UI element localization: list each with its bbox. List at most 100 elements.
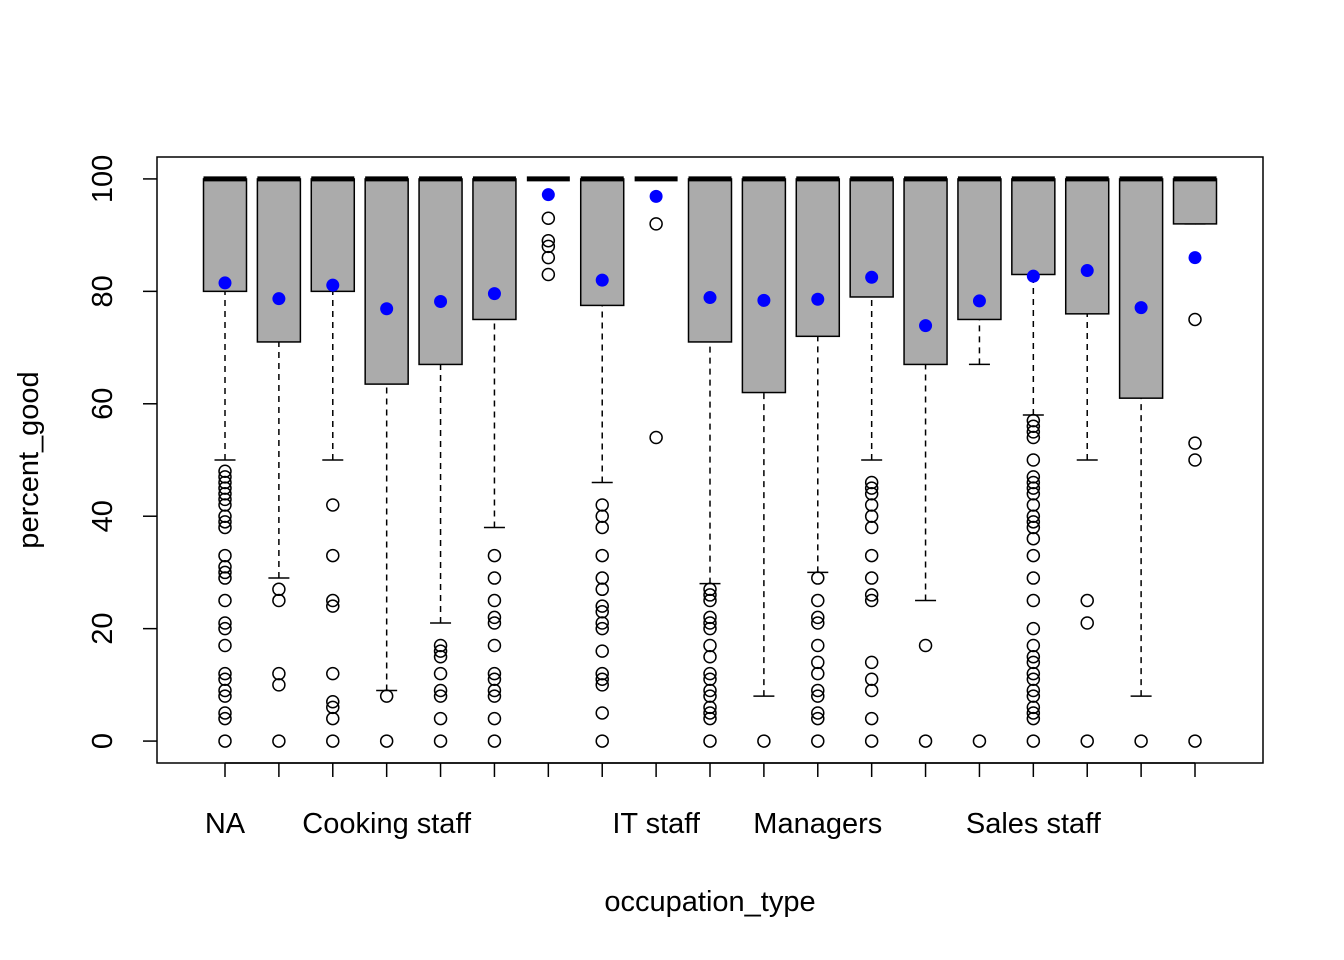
outlier: [811, 666, 825, 681]
outlier: [595, 582, 609, 597]
outlier: [272, 593, 286, 608]
outlier: [326, 734, 340, 748]
outlier: [218, 515, 232, 529]
outlier: [1026, 638, 1041, 653]
outlier: [811, 734, 825, 748]
y-tick-label: 40: [87, 500, 119, 532]
x-tick-label: Managers: [753, 808, 882, 840]
outlier: [218, 509, 232, 523]
outlier: [864, 481, 879, 495]
outlier: [487, 571, 502, 585]
outlier: [541, 239, 556, 254]
outlier: [703, 588, 717, 602]
outlier: [218, 492, 232, 507]
outlier: [218, 560, 232, 574]
outlier: [1188, 734, 1202, 748]
outlier: [864, 655, 879, 670]
mean-point: [272, 292, 286, 306]
x-tick-label: NA: [205, 808, 246, 840]
outlier: [1026, 509, 1041, 523]
outlier: [541, 234, 556, 248]
y-tick-label: 100: [87, 155, 119, 203]
mean-point: [326, 278, 340, 292]
outlier: [487, 672, 502, 686]
outlier: [595, 605, 609, 619]
outlier: [595, 616, 609, 630]
box: [741, 178, 787, 394]
outlier: [703, 666, 717, 681]
mean-point: [1026, 269, 1040, 283]
x-tick-label: Sales staff: [966, 808, 1102, 840]
outlier: [703, 610, 717, 625]
x-tick-label: Cooking staff: [302, 808, 472, 840]
outlier: [326, 599, 340, 613]
outlier: [595, 678, 609, 692]
outlier: [595, 498, 609, 512]
mean-point: [1134, 301, 1148, 315]
outlier: [864, 509, 879, 523]
outlier: [703, 683, 717, 698]
outlier: [1026, 621, 1041, 636]
outlier: [218, 475, 232, 490]
outlier: [1026, 453, 1041, 467]
mean-point: [218, 276, 232, 290]
box: [1011, 178, 1056, 276]
outlier: [703, 650, 717, 664]
outlier: [487, 610, 502, 625]
outlier: [703, 711, 717, 726]
outlier: [1188, 436, 1202, 450]
outlier: [326, 700, 340, 715]
outlier: [703, 621, 717, 636]
x-axis-label: occupation_type: [604, 886, 815, 918]
outlier: [1188, 453, 1202, 467]
outlier: [433, 689, 448, 703]
outlier: [811, 593, 825, 608]
outlier: [272, 678, 286, 692]
box: [364, 178, 409, 385]
outlier: [218, 672, 232, 686]
outlier: [1026, 734, 1041, 748]
outlier: [811, 706, 825, 720]
outlier: [272, 666, 286, 681]
outlier: [649, 430, 663, 445]
outlier: [703, 616, 717, 630]
outlier: [1026, 515, 1041, 529]
outlier: [541, 250, 556, 265]
outlier: [218, 565, 232, 580]
outlier: [1026, 413, 1041, 428]
outlier: [1080, 734, 1094, 748]
outlier: [595, 571, 609, 585]
outlier: [811, 689, 825, 703]
outlier: [1026, 486, 1041, 501]
outlier: [218, 683, 232, 698]
box: [1172, 178, 1218, 225]
y-tick-label: 20: [87, 613, 119, 645]
mean-point: [757, 293, 771, 307]
outlier: [218, 593, 232, 608]
outlier: [811, 655, 825, 670]
y-tick-label: 0: [87, 733, 119, 749]
outlier: [864, 734, 879, 748]
outlier: [218, 548, 232, 563]
box: [256, 178, 302, 343]
outlier: [433, 644, 448, 658]
outlier: [218, 520, 232, 535]
outlier: [218, 621, 232, 636]
outlier: [811, 616, 825, 630]
outlier: [433, 666, 448, 681]
outlier: [595, 548, 609, 563]
outlier: [1188, 312, 1202, 327]
outlier: [1026, 498, 1041, 512]
mean-point: [487, 287, 501, 301]
outlier: [1134, 734, 1148, 748]
outlier: [1026, 425, 1041, 439]
outlier: [218, 711, 232, 726]
outlier: [218, 464, 232, 478]
outlier: [433, 638, 448, 653]
outlier: [864, 475, 879, 490]
mean-point: [1188, 251, 1202, 265]
outlier: [433, 734, 448, 748]
outlier: [487, 548, 502, 563]
outlier: [811, 638, 825, 653]
